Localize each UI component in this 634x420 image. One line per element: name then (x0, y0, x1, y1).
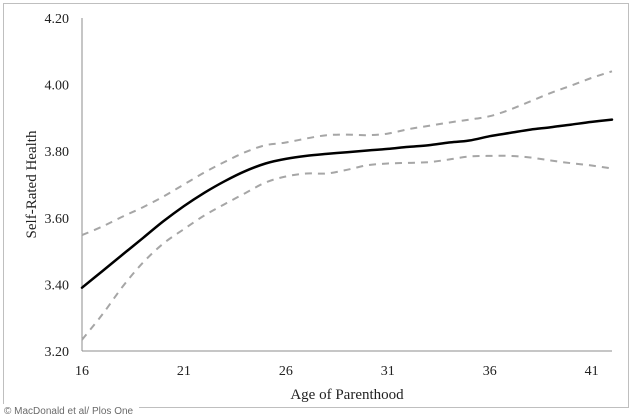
y-tick-label: 3.80 (45, 145, 70, 160)
y-tick-label: 3.20 (45, 345, 70, 360)
x-tick-label: 36 (483, 364, 497, 379)
chart-frame (3, 3, 629, 408)
series-line-upper-ci (81, 70, 613, 237)
y-tick-label: 3.60 (45, 212, 70, 227)
y-tick-label: 4.20 (45, 12, 70, 27)
x-tick-label: 26 (279, 364, 293, 379)
x-tick-label: 31 (381, 364, 395, 379)
series-line-lower-ci (81, 154, 613, 341)
y-axis-title: Self-Rated Health (24, 130, 40, 238)
x-tick-label: 16 (75, 364, 89, 379)
y-tick-label: 3.40 (45, 278, 70, 293)
x-tick-label: 21 (177, 364, 191, 379)
x-axis-title: Age of Parenthood (290, 387, 404, 403)
x-tick-label: 41 (585, 364, 599, 379)
y-tick-label: 4.00 (45, 79, 70, 94)
image-credit: © MacDonald et al/ Plos One (0, 404, 140, 420)
series-line-estimate (80, 118, 614, 289)
